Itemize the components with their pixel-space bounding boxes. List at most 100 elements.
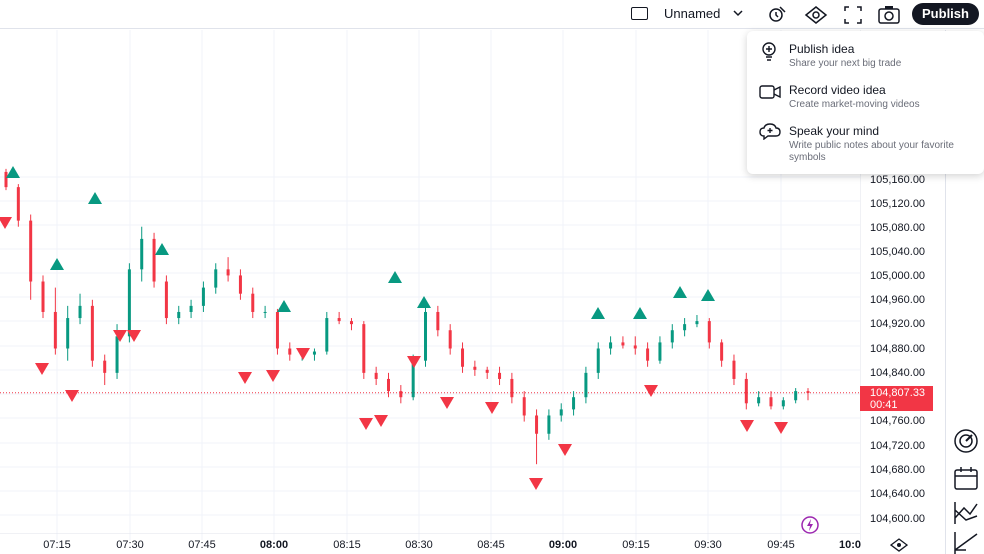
gauge-icon[interactable] bbox=[952, 428, 980, 454]
video-icon bbox=[759, 85, 781, 99]
current-price-badge: 104,807.33 00:41 bbox=[860, 386, 933, 411]
sell-signal-marker bbox=[266, 370, 280, 382]
fullscreen-icon[interactable] bbox=[843, 4, 863, 26]
candle-body bbox=[29, 220, 33, 282]
candle-body bbox=[633, 345, 637, 349]
sell-signal-marker bbox=[485, 402, 499, 414]
buy-signal-marker bbox=[6, 166, 20, 178]
candle-body bbox=[485, 369, 489, 373]
candle-body bbox=[288, 348, 292, 355]
buy-signal-marker bbox=[388, 271, 402, 283]
candle-body bbox=[535, 415, 539, 434]
candle-body bbox=[90, 305, 94, 361]
dropdown-item-subtitle: Create market-moving videos bbox=[789, 99, 920, 110]
bulb-icon bbox=[762, 42, 776, 61]
sell-signal-marker bbox=[740, 420, 754, 432]
candle-body bbox=[720, 342, 724, 361]
trend-lines-icon[interactable] bbox=[952, 500, 980, 526]
candle-body bbox=[103, 360, 107, 373]
candle-body bbox=[78, 305, 82, 319]
cloud-speech-icon bbox=[759, 123, 781, 140]
candle-body bbox=[41, 281, 45, 312]
camera-icon[interactable] bbox=[877, 4, 901, 26]
price-chart[interactable] bbox=[0, 30, 860, 540]
alert-icon[interactable] bbox=[766, 4, 788, 26]
time-tick-label: 07:45 bbox=[188, 539, 216, 551]
price-tick-label: 104,720.00 bbox=[870, 440, 926, 452]
candle-body bbox=[707, 321, 711, 343]
sell-signal-marker bbox=[113, 330, 127, 342]
chevron-down-icon[interactable] bbox=[733, 9, 743, 17]
sell-signal-marker bbox=[558, 444, 572, 456]
candle-body bbox=[152, 238, 156, 282]
candle-body bbox=[201, 287, 205, 306]
speak-your-mind-item[interactable]: Speak your mind Write public notes about… bbox=[747, 113, 984, 174]
sell-signal-marker bbox=[440, 397, 454, 409]
candle-body bbox=[53, 311, 57, 349]
buy-signal-marker bbox=[701, 289, 715, 301]
candle-body bbox=[646, 348, 650, 361]
candle-body bbox=[411, 360, 415, 398]
calendar-icon[interactable] bbox=[952, 466, 980, 492]
buy-signal-marker bbox=[277, 300, 291, 312]
candle-body bbox=[436, 311, 440, 331]
candle-body bbox=[732, 360, 736, 379]
eye-icon[interactable] bbox=[804, 4, 828, 26]
candle-body bbox=[744, 378, 748, 404]
time-tick-label: 09:45 bbox=[767, 539, 795, 551]
candle-body bbox=[781, 400, 785, 407]
candle-body bbox=[189, 305, 193, 312]
publish-dropdown: Publish idea Share your next big trade R… bbox=[747, 31, 984, 174]
candle-body bbox=[164, 281, 168, 319]
candle-body bbox=[448, 330, 452, 349]
candle-body bbox=[584, 372, 588, 398]
candle-body bbox=[683, 324, 687, 331]
candle-body bbox=[177, 311, 181, 319]
time-tick-label: 08:00 bbox=[259, 539, 289, 551]
price-tick-label: 105,160.00 bbox=[870, 174, 926, 186]
dropdown-item-title: Record video idea bbox=[789, 83, 886, 97]
candle-body bbox=[275, 311, 279, 349]
candle-body bbox=[226, 269, 230, 276]
candle-body bbox=[757, 397, 761, 404]
layout-icon[interactable] bbox=[631, 7, 648, 20]
sell-signal-marker bbox=[296, 348, 310, 360]
publish-button[interactable]: Publish bbox=[912, 3, 979, 25]
buy-signal-marker bbox=[50, 258, 64, 270]
price-tick-label: 104,840.00 bbox=[870, 367, 926, 379]
record-video-idea-item[interactable]: Record video idea Create market-moving v… bbox=[747, 72, 984, 113]
candle-body bbox=[695, 321, 699, 325]
time-tick-label: 07:15 bbox=[43, 539, 71, 551]
price-tick-label: 104,600.00 bbox=[870, 513, 926, 525]
candle-body bbox=[621, 342, 625, 346]
dropdown-item-subtitle: Share your next big trade bbox=[789, 58, 902, 69]
settings-eye-icon[interactable] bbox=[890, 538, 908, 552]
lightning-icon[interactable] bbox=[799, 515, 821, 535]
time-tick-label: 08:15 bbox=[333, 539, 361, 551]
candle-body bbox=[547, 415, 551, 434]
sell-signal-marker bbox=[359, 418, 373, 430]
sell-signal-marker bbox=[0, 217, 12, 229]
sell-signal-marker bbox=[35, 363, 49, 375]
candle-body bbox=[559, 409, 563, 416]
dropdown-item-title: Publish idea bbox=[789, 42, 855, 56]
buy-signal-marker bbox=[88, 192, 102, 204]
sell-signal-marker bbox=[407, 356, 421, 368]
dropdown-item-title: Speak your mind bbox=[789, 124, 880, 138]
sell-signal-marker bbox=[644, 385, 658, 397]
candle-body bbox=[386, 378, 390, 392]
publish-idea-item[interactable]: Publish idea Share your next big trade bbox=[747, 31, 984, 72]
price-tick-label: 104,680.00 bbox=[870, 464, 926, 476]
candle-body bbox=[140, 238, 144, 270]
candle-body bbox=[312, 351, 316, 355]
price-tick-label: 104,920.00 bbox=[870, 318, 926, 330]
layout-name[interactable]: Unnamed bbox=[664, 6, 721, 21]
buy-signal-marker bbox=[633, 307, 647, 319]
time-tick-label: 09:15 bbox=[622, 539, 650, 551]
angle-line-icon[interactable] bbox=[952, 532, 980, 554]
top-toolbar: Unnamed Publish bbox=[0, 0, 984, 29]
buy-signal-marker bbox=[417, 296, 431, 308]
candle-body bbox=[263, 311, 267, 313]
candle-body bbox=[572, 397, 576, 410]
price-tick-label: 104,640.00 bbox=[870, 488, 926, 500]
